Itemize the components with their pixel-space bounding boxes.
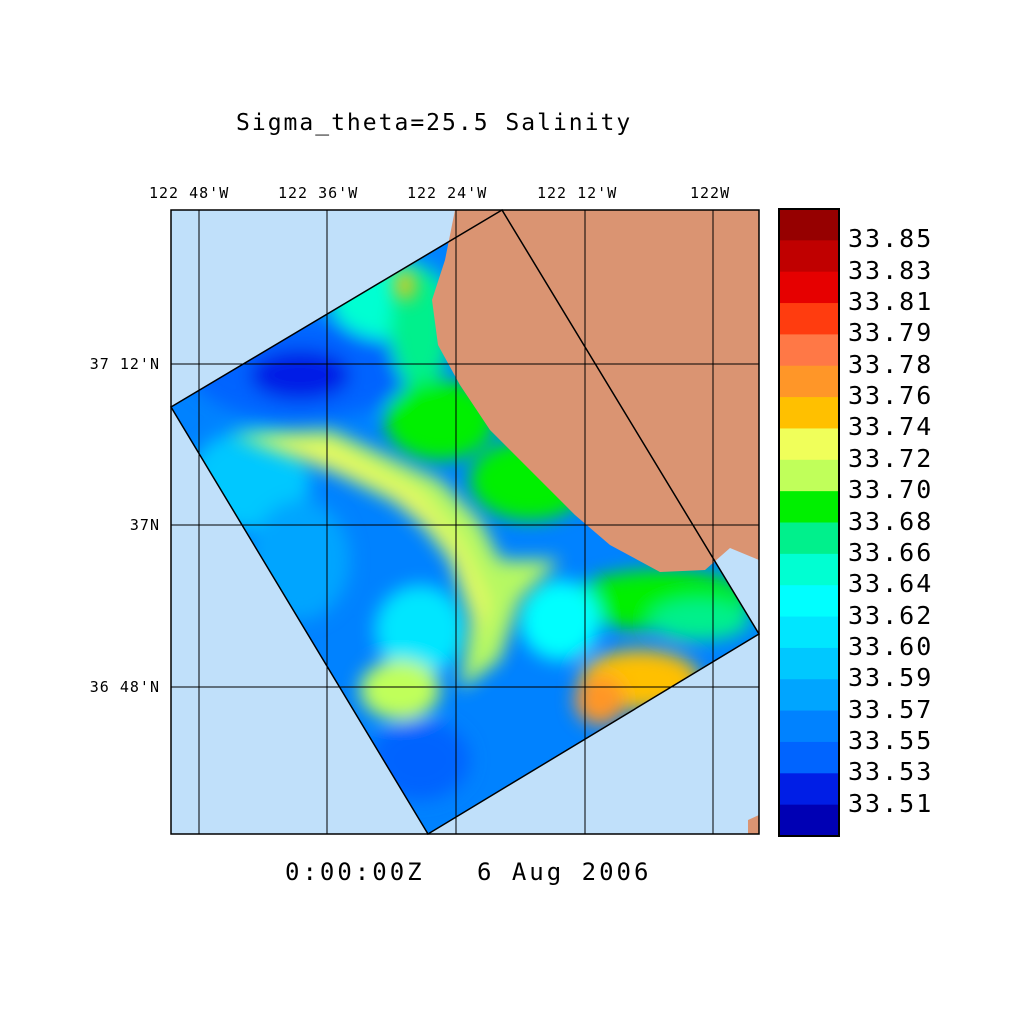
colorbar-label: 33.57 — [848, 694, 934, 724]
colorbar-swatch — [779, 428, 839, 461]
lat-label: 36 48'N — [89, 678, 160, 696]
lon-label: 122W — [690, 184, 731, 202]
colorbar-label: 33.64 — [848, 569, 934, 599]
colorbar-swatch — [779, 616, 839, 649]
colorbar-swatch — [779, 647, 839, 680]
colorbar-swatch — [779, 365, 839, 398]
colorbar-label: 33.74 — [848, 412, 934, 442]
time-label: 0:00:00Z 6 Aug 2006 — [285, 858, 652, 886]
colorbar-label: 33.53 — [848, 757, 934, 787]
colorbar-swatch — [779, 741, 839, 774]
colorbar-label: 33.79 — [848, 318, 934, 348]
lon-label: 122 36'W — [278, 184, 359, 202]
colorbar-swatch — [779, 773, 839, 806]
colorbar-swatch — [779, 209, 839, 241]
colorbar-swatch — [779, 334, 839, 367]
colorbar-swatch — [779, 679, 839, 712]
colorbar-label: 33.76 — [848, 381, 934, 411]
plot-frame — [170, 209, 760, 835]
colorbar-label: 33.66 — [848, 537, 934, 567]
colorbar-label: 33.72 — [848, 443, 934, 473]
colorbar-swatch — [779, 710, 839, 743]
land-mass — [432, 210, 759, 572]
colorbar-label: 33.55 — [848, 725, 934, 755]
colorbar-swatch — [779, 804, 839, 837]
land-mass — [748, 815, 759, 834]
colorbar-label: 33.68 — [848, 506, 934, 536]
colorbar-swatch — [779, 522, 839, 555]
colorbar-swatch — [779, 271, 839, 304]
colorbar-label: 33.62 — [848, 600, 934, 630]
lat-label: 37 12'N — [89, 355, 160, 373]
colorbar-label: 33.81 — [848, 287, 934, 317]
colorbar-swatch — [779, 303, 839, 335]
lat-label: 37N — [129, 516, 160, 534]
colorbar-swatch — [779, 459, 839, 492]
colorbar-label: 33.85 — [848, 224, 934, 254]
colorbar-label: 33.51 — [848, 788, 934, 818]
colorbar-frame — [778, 208, 840, 837]
colorbar-label: 33.83 — [848, 255, 934, 285]
lon-label: 122 24'W — [407, 184, 488, 202]
colorbar-swatch — [779, 491, 839, 523]
colorbar-label: 33.78 — [848, 349, 934, 379]
lon-label: 122 48'W — [149, 184, 230, 202]
colorbar-label: 33.59 — [848, 663, 934, 693]
lon-label: 122 12'W — [537, 184, 618, 202]
colorbar-swatch — [779, 397, 839, 429]
colorbar-swatch — [779, 585, 839, 618]
colorbar-swatch — [779, 553, 839, 586]
colorbar-swatch — [779, 240, 839, 273]
colorbar-label: 33.60 — [848, 631, 934, 661]
colorbar-label: 33.70 — [848, 475, 934, 505]
colorbar — [778, 208, 840, 837]
map-title: Sigma_theta=25.5 Salinity — [236, 110, 633, 136]
